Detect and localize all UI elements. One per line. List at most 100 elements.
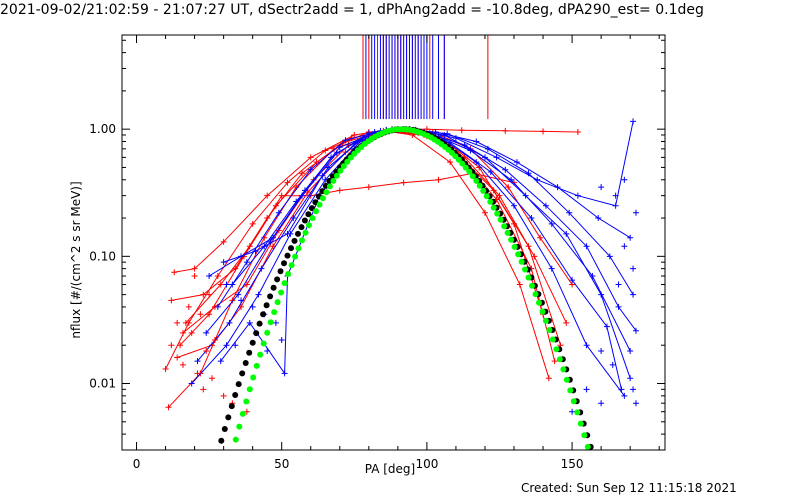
- x-tick-label: 150: [561, 457, 584, 471]
- created-timestamp: Created: Sun Sep 12 11:15:18 2021: [521, 481, 737, 495]
- blue-data-point: [432, 128, 439, 135]
- blue-data-point: [583, 342, 590, 349]
- blue-data-point: [493, 154, 500, 161]
- blue-data-point: [621, 243, 628, 250]
- plot-border: [121, 34, 666, 451]
- blue-data-point: [487, 169, 494, 176]
- blue-data-point: [569, 277, 576, 284]
- blue-data-point: [232, 342, 239, 349]
- red-data-point: [220, 392, 227, 399]
- blue-data-point: [603, 323, 610, 330]
- blue-data-point: [467, 147, 474, 154]
- blue-data-point: [574, 192, 581, 199]
- blue-data-point: [194, 358, 201, 365]
- blue-series-line: [220, 128, 631, 375]
- red-data-point: [545, 375, 552, 382]
- red-data-point: [200, 291, 207, 298]
- red-data-point: [574, 128, 581, 135]
- blue-data-point: [217, 358, 224, 365]
- blue-data-point: [354, 138, 361, 145]
- red-data-point: [174, 319, 181, 326]
- red-data-point: [209, 375, 216, 382]
- blue-data-point: [238, 297, 245, 304]
- blue-data-point: [528, 215, 535, 222]
- y-tick-label: 0.01: [89, 377, 116, 391]
- x-tick-label: 0: [133, 457, 141, 471]
- red-data-point: [214, 273, 221, 280]
- blue-data-point: [632, 400, 639, 407]
- blue-data-point: [255, 291, 262, 298]
- red-data-point: [200, 386, 207, 393]
- red-data-point: [168, 342, 175, 349]
- red-data-point: [505, 184, 512, 191]
- red-data-point: [168, 297, 175, 304]
- blue-data-point: [627, 234, 634, 241]
- red-data-point: [197, 311, 204, 318]
- red-data-point: [220, 238, 227, 245]
- blue-data-point: [598, 400, 605, 407]
- blue-data-point: [595, 215, 602, 222]
- blue-data-point: [220, 259, 227, 266]
- blue-data-point: [627, 375, 634, 382]
- red-data-point: [525, 243, 532, 250]
- chart-title: 2021-09-02/21:02:59 - 21:07:27 UT, dSect…: [0, 2, 704, 18]
- data-layer: [162, 35, 639, 450]
- plot-frame: [121, 34, 666, 451]
- blue-data-point: [229, 281, 236, 288]
- blue-data-point: [627, 348, 634, 355]
- red-data-point: [191, 273, 198, 280]
- blue-data-point: [508, 176, 515, 183]
- blue-data-point: [264, 348, 271, 355]
- red-data-point: [531, 253, 538, 260]
- axes: PA [deg] nflux [#/(cm^2 s sr MeV)] 0 50 10…: [69, 35, 665, 476]
- blue-data-point: [612, 202, 619, 209]
- blue-data-point: [632, 209, 639, 216]
- red-data-point: [264, 215, 271, 222]
- blue-data-point: [615, 281, 622, 288]
- red-data-point: [174, 354, 181, 361]
- red-data-point: [179, 329, 186, 336]
- blue-data-point: [618, 386, 625, 393]
- blue-data-point: [249, 303, 256, 310]
- blue-series-line: [231, 128, 634, 295]
- blue-data-point: [188, 380, 195, 387]
- x-tick-label: 50: [274, 457, 289, 471]
- blue-data-point: [630, 265, 637, 272]
- red-data-point: [217, 281, 224, 288]
- red-data-point: [203, 348, 210, 355]
- red-data-point: [171, 269, 178, 276]
- blue-data-point: [621, 392, 628, 399]
- blue-data-point: [630, 291, 637, 298]
- blue-data-point: [203, 329, 210, 336]
- blue-data-point: [632, 327, 639, 334]
- blue-data-point: [563, 230, 570, 237]
- red-data-point: [458, 127, 465, 134]
- blue-data-point: [542, 202, 549, 209]
- blue-data-point: [630, 118, 637, 125]
- red-data-point: [284, 179, 291, 186]
- red-data-point: [307, 154, 314, 161]
- blue-data-point: [235, 291, 242, 298]
- blue-data-point: [281, 370, 288, 377]
- x-tick-label: 100: [415, 457, 438, 471]
- red-data-point: [278, 192, 285, 199]
- red-data-point: [191, 265, 198, 272]
- red-data-point: [185, 303, 192, 310]
- x-axis-label: PA [deg]: [365, 462, 415, 476]
- blue-data-point: [513, 159, 520, 166]
- green-fit-curve: [231, 126, 591, 450]
- blue-data-point: [598, 184, 605, 191]
- blue-data-point: [548, 265, 555, 272]
- red-data-point: [435, 176, 442, 183]
- blue-data-point: [473, 138, 480, 145]
- red-data-point: [502, 127, 509, 134]
- red-data-point: [229, 297, 236, 304]
- blue-data-point: [461, 142, 468, 149]
- red-data-point: [177, 342, 184, 349]
- blue-data-point: [569, 408, 576, 415]
- red-data-point: [211, 336, 218, 343]
- blue-data-point: [609, 361, 616, 368]
- blue-data-point: [246, 319, 253, 326]
- blue-data-point: [502, 166, 509, 173]
- blue-data-point: [583, 243, 590, 250]
